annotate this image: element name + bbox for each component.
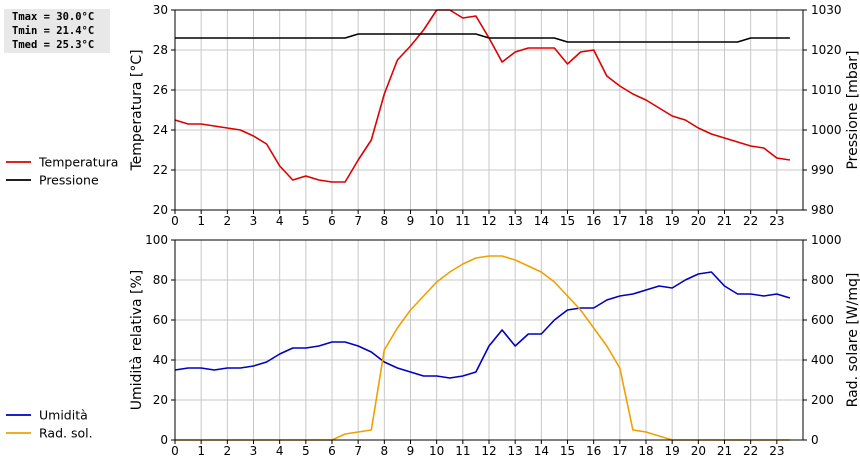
- x-tick-label: 23: [769, 444, 784, 458]
- x-tick-label: 0: [171, 444, 179, 458]
- x-tick-label: 21: [717, 444, 732, 458]
- x-tick-label: 8: [381, 444, 389, 458]
- legend-label: Umidità: [39, 408, 88, 423]
- y2-tick-label: 1030: [811, 3, 842, 17]
- x-tick-label: 13: [508, 214, 523, 228]
- top-chart: 0 1 2 3 4 5 6 7 8 9 10 11 12 13 14 15 16 17 18 19 20 21 22 2320…: [6, 3, 860, 228]
- x-tick-label: 2: [224, 214, 232, 228]
- y-axis-label: Umidità relativa [%]: [129, 270, 145, 411]
- y2-tick-label: 1010: [811, 83, 842, 97]
- x-tick-label: 7: [354, 444, 362, 458]
- x-tick-label: 14: [534, 214, 549, 228]
- x-tick-label: 15: [560, 214, 575, 228]
- y-tick-label: 30: [153, 3, 168, 17]
- y2-tick-label: 0: [811, 433, 819, 447]
- x-tick-label: 16: [586, 214, 601, 228]
- x-tick-label: 4: [276, 444, 284, 458]
- x-tick-label: 4: [276, 214, 284, 228]
- tmax-label: Tmax = 30.0°C: [12, 11, 95, 23]
- x-tick-label: 6: [328, 444, 336, 458]
- series-line: [174, 271, 791, 379]
- x-tick-label: 19: [665, 444, 680, 458]
- x-tick-label: 13: [508, 444, 523, 458]
- y2-tick-label: 1000: [811, 123, 842, 137]
- x-tick-label: 14: [534, 444, 549, 458]
- series-line: [175, 255, 790, 441]
- y2-tick-label: 990: [811, 163, 834, 177]
- y2-tick-label: 200: [811, 393, 834, 407]
- series-line: [175, 33, 790, 43]
- x-tick-label: 3: [250, 444, 258, 458]
- y2-tick-label: 400: [811, 353, 834, 367]
- y2-tick-label: 800: [811, 273, 834, 287]
- x-tick-label: 18: [638, 214, 653, 228]
- y-tick-label: 60: [153, 313, 168, 327]
- x-tick-label: 19: [665, 214, 680, 228]
- x-tick-label: 11: [455, 444, 470, 458]
- legend-label: Rad. sol.: [39, 426, 93, 441]
- y-tick-label: 20: [153, 393, 168, 407]
- x-tick-label: 1: [197, 444, 205, 458]
- x-tick-label: 23: [769, 214, 784, 228]
- y-tick-label: 28: [153, 43, 168, 57]
- x-tick-label: 22: [743, 214, 758, 228]
- x-tick-label: 22: [743, 444, 758, 458]
- y2-tick-label: 1020: [811, 43, 842, 57]
- y2-axis-label: Pressione [mbar]: [845, 50, 860, 169]
- x-tick-label: 12: [481, 214, 496, 228]
- y-tick-label: 100: [145, 233, 168, 247]
- x-tick-label: 6: [328, 214, 336, 228]
- x-tick-label: 10: [429, 214, 444, 228]
- x-tick-label: 1: [197, 214, 205, 228]
- stats-box: Tmax = 30.0°C Tmin = 21.4°C Tmed = 25.3°…: [4, 9, 110, 53]
- y-axis-label: Temperatura [°C]: [129, 49, 145, 171]
- x-tick-label: 3: [250, 214, 258, 228]
- x-tick-label: 5: [302, 214, 310, 228]
- legend-label: Temperatura: [38, 155, 118, 170]
- bottom-chart: 0 1 2 3 4 5 6 7 8 9 10 11 12 13 14 15 16 17 18 19 20 21 22 2302…: [6, 233, 860, 458]
- x-tick-label: 0: [171, 214, 179, 228]
- y-tick-label: 40: [153, 353, 168, 367]
- x-tick-label: 20: [691, 444, 706, 458]
- x-tick-label: 15: [560, 444, 575, 458]
- y-tick-label: 22: [153, 163, 168, 177]
- x-tick-label: 7: [354, 214, 362, 228]
- y2-tick-label: 600: [811, 313, 834, 327]
- series-line: [174, 9, 791, 183]
- x-tick-label: 17: [612, 214, 627, 228]
- y-tick-label: 0: [160, 433, 168, 447]
- y2-tick-label: 1000: [811, 233, 842, 247]
- x-tick-label: 5: [302, 444, 310, 458]
- x-tick-label: 9: [407, 444, 415, 458]
- x-tick-label: 10: [429, 444, 444, 458]
- x-tick-label: 2: [224, 444, 232, 458]
- legend-label: Pressione: [39, 173, 99, 188]
- y-tick-label: 26: [153, 83, 168, 97]
- x-tick-label: 8: [381, 214, 389, 228]
- x-tick-label: 11: [455, 214, 470, 228]
- x-tick-label: 16: [586, 444, 601, 458]
- tmed-label: Tmed = 25.3°C: [12, 39, 95, 51]
- x-tick-label: 17: [612, 444, 627, 458]
- x-tick-label: 21: [717, 214, 732, 228]
- y2-axis-label: Rad. solare [W/mq]: [845, 273, 860, 408]
- y-tick-label: 80: [153, 273, 168, 287]
- tmin-label: Tmin = 21.4°C: [12, 25, 95, 37]
- x-tick-label: 12: [481, 444, 496, 458]
- y2-tick-label: 980: [811, 203, 834, 217]
- x-tick-label: 9: [407, 214, 415, 228]
- x-tick-label: 20: [691, 214, 706, 228]
- y-tick-label: 20: [153, 203, 168, 217]
- y-tick-label: 24: [153, 123, 168, 137]
- x-tick-label: 18: [638, 444, 653, 458]
